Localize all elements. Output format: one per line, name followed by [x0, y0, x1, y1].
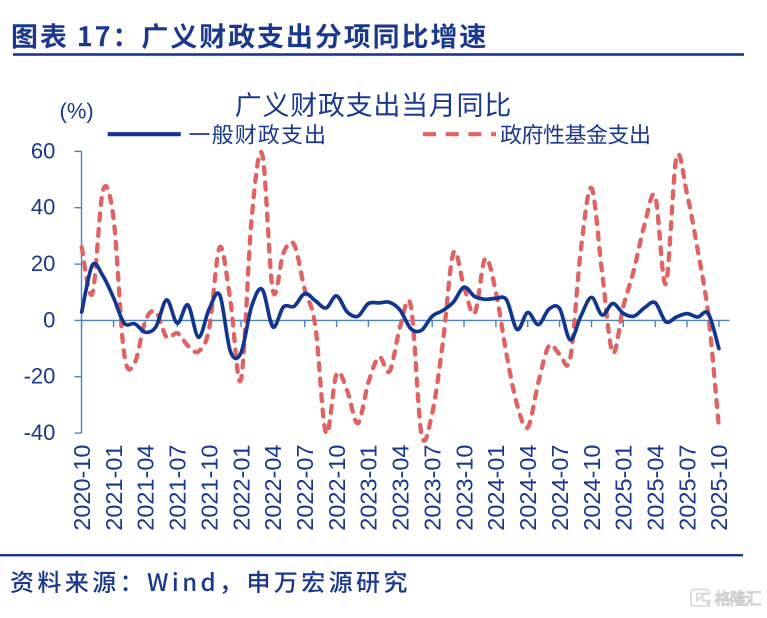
- svg-text:2024-04: 2024-04: [515, 445, 541, 531]
- svg-text:2024-07: 2024-07: [547, 445, 573, 531]
- svg-text:2025-04: 2025-04: [643, 445, 669, 531]
- svg-text:2023-07: 2023-07: [420, 445, 446, 531]
- svg-text:2024-01: 2024-01: [483, 445, 509, 531]
- svg-text:-40: -40: [24, 420, 56, 445]
- svg-text:2023-01: 2023-01: [356, 445, 382, 531]
- svg-text:2021-10: 2021-10: [196, 445, 222, 531]
- svg-text:2025-01: 2025-01: [611, 445, 637, 531]
- svg-text:2025-07: 2025-07: [674, 445, 700, 531]
- svg-text:2025-10: 2025-10: [706, 445, 732, 531]
- svg-text:(%): (%): [60, 99, 94, 124]
- svg-text:2021-01: 2021-01: [101, 445, 127, 531]
- svg-text:2023-10: 2023-10: [451, 445, 477, 531]
- svg-text:2022-04: 2022-04: [260, 445, 286, 531]
- svg-text:2020-10: 2020-10: [69, 445, 95, 531]
- svg-text:2023-04: 2023-04: [388, 445, 414, 531]
- svg-text:2024-10: 2024-10: [579, 445, 605, 531]
- svg-text:2022-07: 2022-07: [292, 445, 318, 531]
- svg-text:-20: -20: [24, 364, 56, 389]
- svg-text:20: 20: [31, 251, 55, 276]
- svg-text:2021-07: 2021-07: [165, 445, 191, 531]
- svg-text:60: 60: [31, 138, 55, 163]
- svg-text:2021-04: 2021-04: [133, 445, 159, 531]
- svg-text:2022-10: 2022-10: [324, 445, 350, 531]
- svg-text:0: 0: [43, 307, 55, 332]
- svg-text:2022-01: 2022-01: [228, 445, 254, 531]
- svg-text:40: 40: [31, 195, 55, 220]
